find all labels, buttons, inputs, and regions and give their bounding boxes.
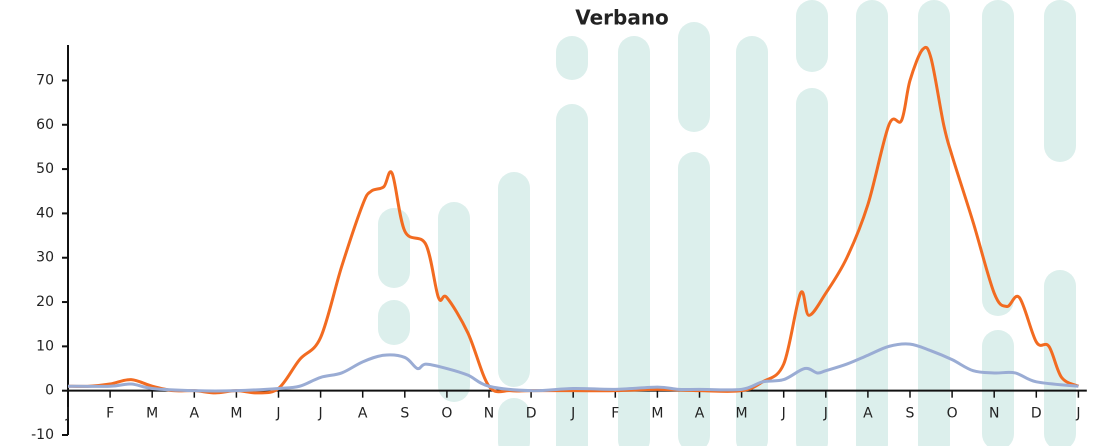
x-tick-label: N xyxy=(989,406,999,422)
x-tick-label: O xyxy=(441,406,452,422)
y-tick-label: 30 xyxy=(36,250,54,266)
x-tick-label: N xyxy=(484,406,494,422)
x-tick-label: J xyxy=(65,406,70,422)
background-decoration xyxy=(378,0,1076,446)
x-tick-label: D xyxy=(1031,406,1042,422)
x-tick-label: M xyxy=(146,406,158,422)
x-tick-label: D xyxy=(526,406,537,422)
x-tick-label: S xyxy=(400,406,409,422)
x-tick-label: M xyxy=(651,406,663,422)
x-tick-label: A xyxy=(695,406,705,422)
x-tick-label: F xyxy=(611,406,619,422)
y-tick-label: 10 xyxy=(36,338,54,354)
x-tick-label: A xyxy=(863,406,873,422)
x-tick-label: A xyxy=(358,406,368,422)
x-tick-label: O xyxy=(947,406,958,422)
x-tick-label: A xyxy=(190,406,200,422)
y-tick-label: 70 xyxy=(36,72,54,88)
y-tick-label: 40 xyxy=(36,205,54,221)
y-tick-label: 0 xyxy=(45,383,54,399)
x-tick-label: F xyxy=(106,406,114,422)
x-tick-label: J xyxy=(570,406,575,422)
x-tick-label: M xyxy=(736,406,748,422)
x-tick-label: J xyxy=(318,406,323,422)
x-tick-label: M xyxy=(230,406,242,422)
line-series xyxy=(67,45,1080,395)
y-tick-label: 60 xyxy=(36,117,54,133)
x-tick-label: J xyxy=(1075,406,1080,422)
x-tick-label: J xyxy=(781,406,786,422)
x-tick-label: J xyxy=(823,406,828,422)
chart-title: Verbano xyxy=(575,6,669,30)
y-tick-label: 20 xyxy=(36,294,54,310)
line-series xyxy=(67,342,1079,393)
x-tick-label: J xyxy=(275,406,280,422)
y-tick-label: -10 xyxy=(31,427,54,443)
y-tick-label: 50 xyxy=(36,161,54,177)
x-tick-label: S xyxy=(906,406,915,422)
